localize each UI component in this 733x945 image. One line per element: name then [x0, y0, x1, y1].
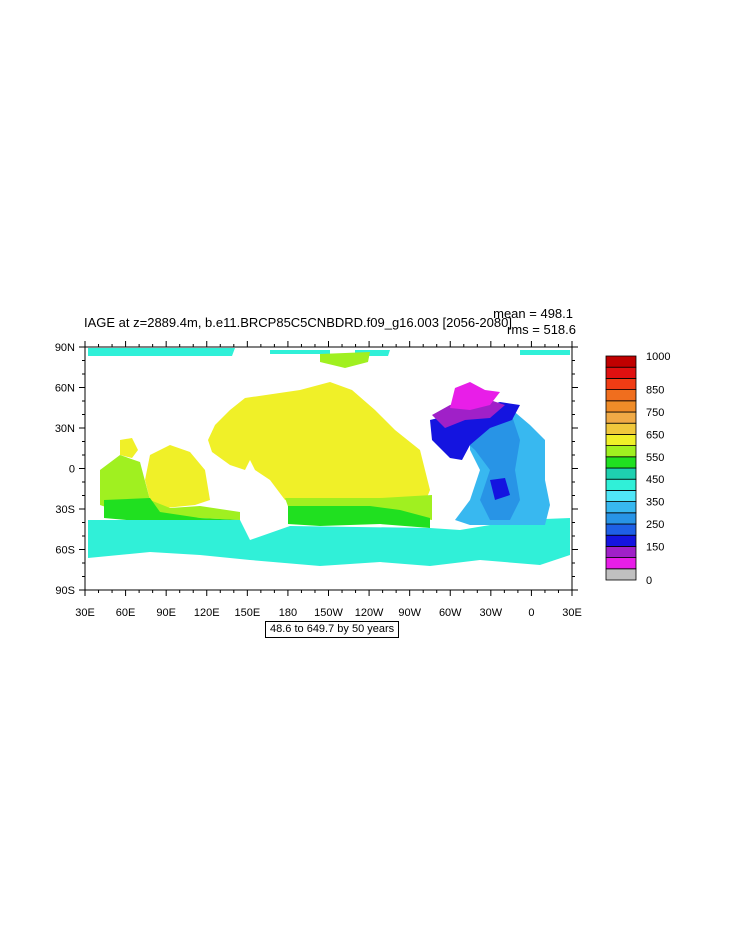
colorbar-swatch [605, 512, 637, 525]
colorbar-label: 750 [646, 407, 664, 419]
axis-ticks [79, 341, 578, 596]
indian-region [145, 445, 210, 508]
lon-tick-label: 0 [528, 607, 534, 619]
colorbar-swatch [605, 433, 637, 446]
lon-tick-label: 30E [562, 607, 582, 619]
southern-ocean [88, 518, 570, 566]
lon-tick-label: 150W [314, 607, 343, 619]
lat-tick-label: 30N [55, 423, 75, 435]
lat-tick-label: 60N [55, 383, 75, 395]
lon-tick-label: 60W [439, 607, 462, 619]
contour-range-note: 48.6 to 649.7 by 50 years [265, 621, 400, 638]
colorbar-label: 650 [646, 429, 664, 441]
north-atlantic-magenta [450, 382, 500, 410]
colorbar-label: 0 [646, 575, 652, 587]
arctic-yellow [320, 352, 370, 368]
lon-tick-label: 150E [234, 607, 260, 619]
arctic-region [88, 348, 570, 356]
colorbar-swatch [605, 523, 637, 536]
rms-stat: rms = 518.6 [506, 322, 576, 337]
lat-tick-label: 60S [55, 545, 75, 557]
latitude-labels: 90N 60N 30N 0 30S 60S 90S [55, 342, 75, 597]
colorbar-label: 550 [646, 452, 664, 464]
colorbar-swatch [605, 489, 637, 502]
colorbar-label: 250 [646, 519, 664, 531]
colorbar-swatch [605, 546, 637, 559]
lon-tick-label: 60E [116, 607, 136, 619]
lon-tick-label: 30W [480, 607, 503, 619]
pacific-region [208, 382, 430, 502]
colorbar-swatch [605, 445, 637, 458]
lon-tick-label: 120E [194, 607, 220, 619]
colorbar-swatch [605, 422, 637, 435]
colorbar-label: 150 [646, 541, 664, 553]
colorbar-swatch [605, 355, 637, 368]
colorbar-label: 350 [646, 497, 664, 509]
lat-tick-label: 90N [55, 342, 75, 354]
colorbar-swatch [605, 377, 637, 390]
colorbar-swatch [605, 366, 637, 379]
lon-tick-label: 120W [355, 607, 384, 619]
atlantic-deep-sub [490, 478, 510, 500]
lon-tick-label: 90W [398, 607, 421, 619]
lat-tick-label: 30S [55, 504, 75, 516]
colorbar-swatch [605, 534, 637, 547]
colorbar-swatch [605, 467, 637, 480]
lon-tick-label: 90E [156, 607, 176, 619]
colorbar-swatch [605, 456, 637, 469]
lon-tick-label: 30E [75, 607, 95, 619]
indian-west [120, 438, 138, 458]
colorbar-swatch [605, 501, 637, 514]
colorbar-label: 450 [646, 474, 664, 486]
colorbar-label: 850 [646, 385, 664, 397]
lat-tick-label: 0 [69, 464, 75, 476]
southern-green-e [288, 506, 430, 528]
colorbar-swatch [605, 400, 637, 413]
longitude-labels: 30E 60E 90E 120E 150E 180 150W 120W 90W 60W 30W 0 30… [75, 607, 582, 619]
southern-green-w [104, 498, 240, 522]
colorbar-swatch [605, 557, 637, 570]
colorbar-swatch [605, 411, 637, 424]
lon-tick-label: 180 [279, 607, 297, 619]
iage-field [88, 348, 570, 566]
colorbar-swatch [605, 478, 637, 491]
plot-title: IAGE at z=2889.4m, b.e11.BRCP85C5CNBDRD.… [84, 315, 512, 330]
colorbar-swatch [605, 389, 637, 402]
lat-tick-label: 90S [55, 585, 75, 597]
colorbar-label: 1000 [646, 351, 670, 363]
mean-stat: mean = 498.1 [493, 306, 573, 321]
colorbar: 0 150 250 350 450 550 650 750 850 1000 [605, 351, 670, 587]
colorbar-swatch [605, 568, 637, 581]
